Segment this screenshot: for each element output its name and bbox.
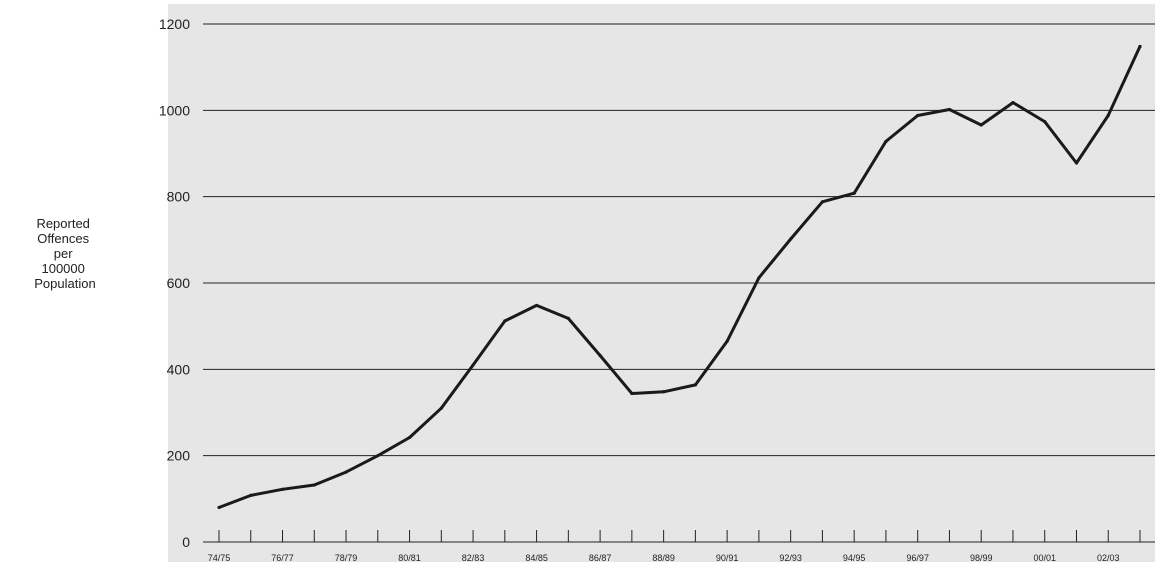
y-tick-label: 1000: [159, 102, 190, 118]
data-point: [947, 107, 952, 112]
y-axis-title-line: Offences: [37, 231, 89, 246]
x-tick-label: 02/03: [1097, 553, 1120, 562]
x-tick-label: 78/79: [335, 553, 358, 562]
data-point: [916, 113, 920, 118]
data-point: [598, 353, 602, 358]
y-axis-title-line: Population: [34, 276, 95, 291]
data-point: [376, 454, 380, 458]
data-point: [471, 363, 475, 367]
data-point: [344, 470, 348, 474]
data-point: [884, 139, 888, 144]
x-tick-label: 98/99: [970, 553, 993, 562]
y-tick-label: 800: [167, 189, 191, 205]
data-point: [630, 391, 634, 396]
data-point: [1074, 161, 1079, 165]
gridlines: [203, 23, 1155, 457]
data-point: [439, 406, 443, 410]
data-point: [407, 435, 412, 440]
x-tick-label: 94/95: [843, 553, 866, 562]
data-point: [312, 483, 316, 487]
data-point: [534, 303, 539, 308]
y-axis-title: Reported Offences per 100000 Population: [34, 216, 95, 291]
data-point: [217, 505, 221, 510]
series-line: [217, 44, 1142, 509]
data-point: [566, 316, 570, 320]
y-tick-label: 400: [167, 361, 191, 377]
x-tick-label: 88/89: [652, 553, 675, 562]
x-tick-label: 84/85: [525, 553, 548, 562]
x-tick-label: 76/77: [271, 553, 294, 562]
x-tick-label: 80/81: [398, 553, 421, 562]
x-tick-label: 82/83: [462, 553, 485, 562]
data-point: [693, 383, 697, 387]
y-tick-label: 600: [167, 275, 191, 291]
y-axis-ticks: 0 200 400 600 800 1000 1200: [159, 16, 190, 550]
data-point: [1011, 100, 1015, 105]
data-point: [503, 319, 507, 323]
x-tick-label: 74/75: [208, 553, 231, 562]
y-axis-title-line: per: [54, 246, 73, 261]
x-axis-ticks: 74/75 76/77 78/79 80/81 82/83 84/85 86/87 88/89…: [203, 530, 1155, 562]
data-point: [662, 390, 666, 394]
series-layer: [217, 44, 1142, 510]
data-point: [249, 493, 253, 497]
data-point: [1106, 113, 1110, 118]
x-tick-label: 96/97: [906, 553, 929, 562]
data-point: [280, 487, 285, 491]
data-point: [979, 123, 983, 127]
x-tick-label: 92/93: [779, 553, 802, 562]
x-tick-label: 00/01: [1033, 553, 1056, 562]
data-point: [852, 191, 856, 195]
data-point: [820, 200, 825, 204]
y-axis-title-line: 100000: [41, 261, 84, 276]
y-tick-label: 200: [167, 448, 191, 464]
x-tick-label: 86/87: [589, 553, 612, 562]
x-tick-label: 90/91: [716, 553, 739, 562]
data-point: [725, 339, 729, 343]
data-point: [1043, 119, 1047, 124]
data-point: [1138, 44, 1142, 49]
y-axis-title-line: Reported: [36, 216, 89, 231]
data-point: [789, 237, 793, 241]
y-tick-label: 0: [182, 534, 190, 550]
data-point: [757, 276, 761, 280]
y-tick-label: 1200: [159, 16, 190, 32]
